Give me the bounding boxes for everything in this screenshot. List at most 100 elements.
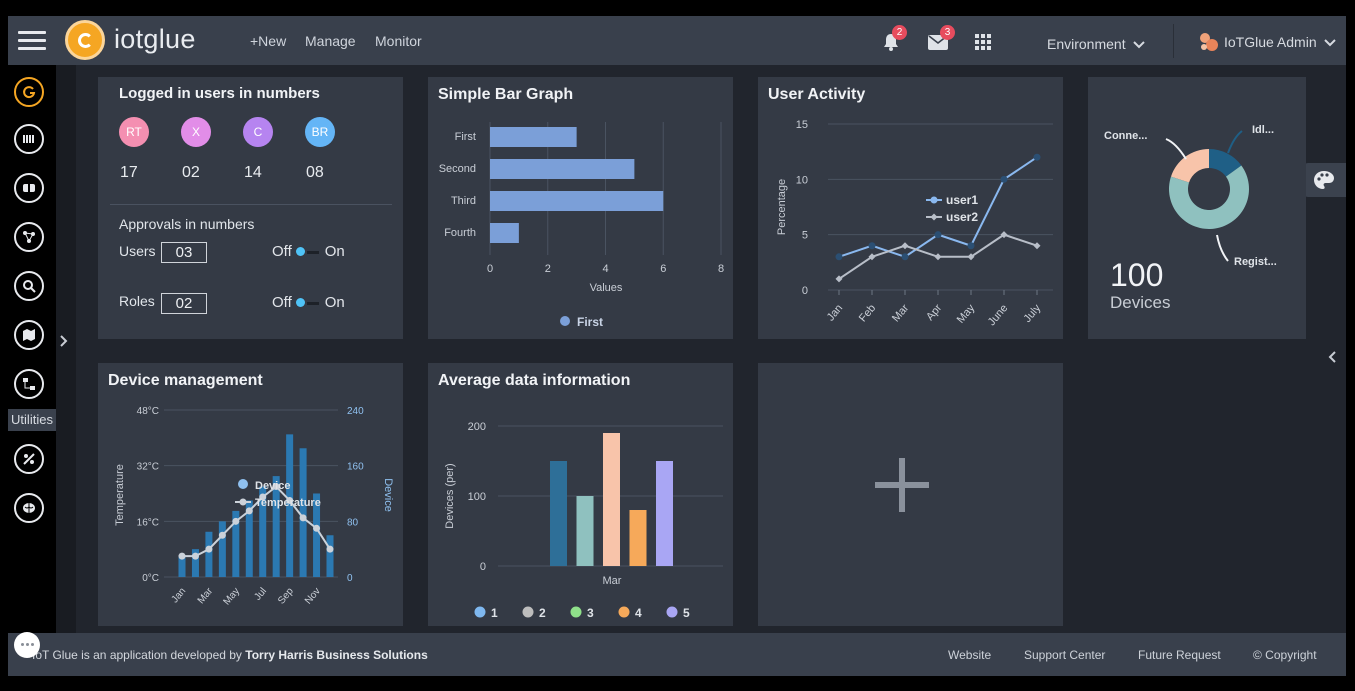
temperature-point xyxy=(313,524,321,532)
sidebar-glue-logo-icon[interactable] xyxy=(14,77,44,107)
apps-grid-icon[interactable] xyxy=(975,34,991,55)
data-point xyxy=(934,231,942,239)
environment-label: Environment xyxy=(1047,36,1126,52)
nav-monitor[interactable]: Monitor xyxy=(375,33,422,49)
device-bar xyxy=(178,556,186,577)
y-left-tick-label: 48°C xyxy=(137,406,159,417)
temperature-point xyxy=(259,493,267,501)
device-bar xyxy=(218,521,226,577)
add-widget-card[interactable] xyxy=(758,363,1063,626)
donut-slice xyxy=(1169,165,1249,229)
data-point xyxy=(1000,231,1008,239)
sidebar-brain-icon[interactable] xyxy=(14,493,44,523)
x-tick-label: Nov xyxy=(303,586,323,607)
legend-label: Device xyxy=(255,480,290,492)
environment-dropdown[interactable]: Environment xyxy=(1047,36,1146,52)
y-left-axis-label: Temperature xyxy=(114,464,126,526)
user-avatar: X xyxy=(181,117,211,147)
temperature-point xyxy=(286,496,294,504)
user-login-count: 02 xyxy=(182,164,200,181)
x-tick-label: Sep xyxy=(276,586,296,607)
chevron-down-icon xyxy=(1324,39,1336,47)
messages-button[interactable]: 3 xyxy=(928,25,955,55)
series-line xyxy=(838,156,1038,258)
y-left-tick-label: 32°C xyxy=(137,462,159,473)
notifications-button[interactable]: 2 xyxy=(882,25,907,57)
simple-bar-graph-card: Simple Bar Graph 0 2 4 6 8 Values First Second T… xyxy=(428,77,733,339)
y-tick-label: 5 xyxy=(802,230,808,242)
x-tick-label: Mar xyxy=(890,302,912,324)
toggle-off-label: Off xyxy=(272,243,292,260)
expand-sidebar-chevron-icon[interactable] xyxy=(60,334,68,350)
y-tick-label: 100 xyxy=(468,491,486,503)
sidebar-workflow-icon[interactable] xyxy=(14,369,44,399)
y-category-label: Second xyxy=(439,163,476,175)
temperature-point xyxy=(232,517,240,525)
collapse-panel-chevron-icon[interactable] xyxy=(1328,350,1336,366)
iotglue-logo-icon[interactable] xyxy=(65,20,105,60)
theme-palette-button[interactable] xyxy=(1304,163,1346,197)
chat-bubble-icon[interactable] xyxy=(14,632,40,658)
y-category-label: Fourth xyxy=(444,227,476,239)
device-bar xyxy=(205,531,213,577)
x-tick-label: Apr xyxy=(924,302,944,323)
legend-swatch xyxy=(474,606,486,618)
y-tick-label: 15 xyxy=(796,119,808,131)
data-point xyxy=(967,253,975,261)
footer-link-future-request[interactable]: Future Request xyxy=(1138,648,1221,662)
top-bar: iotglue +New Manage Monitor 2 3 xyxy=(8,16,1346,65)
footer-link-copyright[interactable]: © Copyright xyxy=(1253,648,1317,662)
y-tick-label: 0 xyxy=(802,285,808,297)
x-tick-label: Feb xyxy=(857,302,878,324)
approval-users-toggle[interactable]: Off On xyxy=(272,243,345,260)
x-tick-label: July xyxy=(1022,302,1044,325)
temperature-point xyxy=(218,531,226,539)
add-widget-plus-icon[interactable] xyxy=(875,458,929,512)
legend-swatch xyxy=(570,606,582,618)
sidebar-device-icon[interactable] xyxy=(14,173,44,203)
y-right-axis-label: Device xyxy=(382,478,394,512)
bar xyxy=(629,510,647,566)
x-tick-label: 0 xyxy=(487,263,493,275)
legend-label: 5 xyxy=(683,606,690,620)
devices-donut-card: Conne... Idl... Regist... 100 Devices xyxy=(1088,77,1306,339)
hamburger-menu-icon[interactable] xyxy=(18,31,46,51)
user-activity-card: User Activity 0 5 10 15 Percentage Jan Feb Mar A… xyxy=(758,77,1063,339)
data-point xyxy=(868,253,876,261)
approval-roles-toggle[interactable]: Off On xyxy=(272,294,345,311)
sidebar: Utilities xyxy=(8,65,56,635)
section-divider xyxy=(110,204,392,205)
slice-label: Conne... xyxy=(1104,130,1147,142)
legend-swatch xyxy=(560,316,570,326)
nav-manage[interactable]: Manage xyxy=(305,33,356,49)
bar xyxy=(603,433,620,566)
devices-donut-chart: Conne... Idl... Regist... xyxy=(1104,124,1277,268)
x-tick-label: 8 xyxy=(718,263,724,275)
sidebar-dashboard-icon[interactable] xyxy=(14,124,44,154)
footer-link-website[interactable]: Website xyxy=(948,648,992,662)
x-tick-label: May xyxy=(222,586,243,608)
legend-label: 2 xyxy=(539,606,546,620)
sidebar-connection-icon[interactable] xyxy=(14,222,44,252)
sidebar-settings-icon[interactable] xyxy=(14,444,44,474)
data-point xyxy=(901,242,909,250)
x-tick-label: Mar xyxy=(603,575,622,587)
app-logo-text[interactable]: iotglue xyxy=(114,24,196,54)
average-data-chart: 0 100 200 Devices (per) Mar 1 2 3 4 5 xyxy=(444,421,723,620)
footer-link-support-center[interactable]: Support Center xyxy=(1024,648,1106,662)
user-avatar: RT xyxy=(119,117,149,147)
data-point xyxy=(868,242,876,250)
nav-new[interactable]: +New xyxy=(250,33,287,49)
data-point xyxy=(835,275,843,283)
user-name: IoTGlue Admin xyxy=(1224,34,1317,50)
device-bar xyxy=(272,476,280,577)
temperature-point xyxy=(191,552,199,560)
data-point xyxy=(967,242,975,250)
simple-bar-chart: 0 2 4 6 8 Values First Second Third Fourth First xyxy=(439,122,724,329)
utilities-label[interactable]: Utilities xyxy=(8,409,56,431)
approval-roles-value: 02 xyxy=(161,293,207,314)
sidebar-analytics-icon[interactable] xyxy=(14,271,44,301)
y-category-label: First xyxy=(455,131,476,143)
sidebar-map-icon[interactable] xyxy=(14,320,44,350)
bar xyxy=(490,159,635,179)
